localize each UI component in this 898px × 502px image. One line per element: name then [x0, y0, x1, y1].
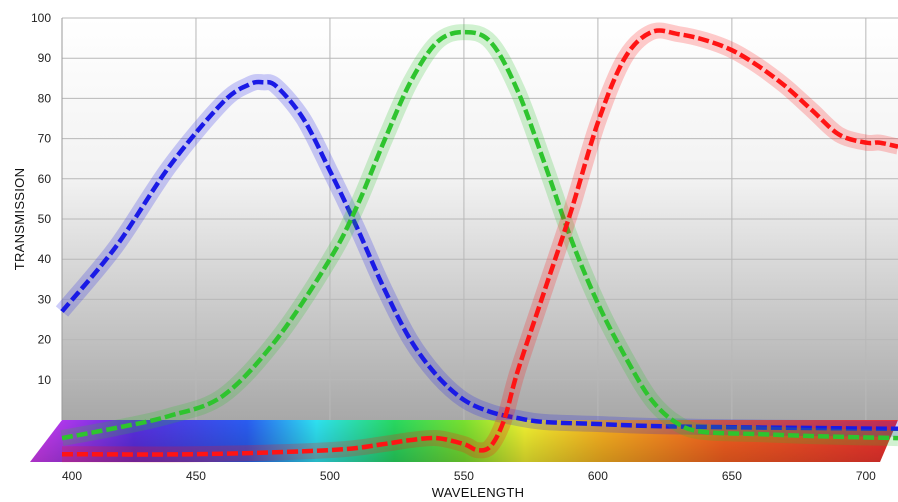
- green-transmission-curve: [61, 29, 898, 441]
- y-tick-label: 20: [38, 333, 52, 347]
- x-tick-label: 550: [454, 469, 474, 483]
- y-tick-label: 90: [38, 51, 52, 65]
- x-tick-label: 500: [320, 469, 340, 483]
- y-axis-title: TRANSMISSION: [12, 168, 27, 271]
- y-tick-label: 10: [38, 373, 52, 387]
- x-tick-label: 400: [62, 469, 82, 483]
- y-tick-label: 100: [31, 11, 51, 25]
- red-transmission-curve: [61, 28, 898, 457]
- x-tick-labels: 400 450 500 550 600 650 700: [62, 469, 876, 483]
- y-tick-label: 40: [38, 252, 52, 266]
- y-tick-label: 60: [38, 172, 52, 186]
- x-axis-title: WAVELENGTH: [432, 485, 525, 500]
- grid-lines: [61, 17, 898, 420]
- y-tick-label: 80: [38, 91, 52, 105]
- y-tick-label: 30: [38, 292, 52, 306]
- y-tick-labels: 10 20 30 40 50 60 70 80 90 100: [31, 11, 51, 387]
- y-tick-label: 70: [38, 132, 52, 146]
- y-tick-label: 50: [38, 212, 52, 226]
- x-tick-label: 450: [186, 469, 206, 483]
- curves: [55, 22, 898, 463]
- x-tick-label: 700: [856, 469, 876, 483]
- blue-transmission-curve: [60, 79, 898, 432]
- x-tick-label: 650: [722, 469, 742, 483]
- x-tick-label: 600: [588, 469, 608, 483]
